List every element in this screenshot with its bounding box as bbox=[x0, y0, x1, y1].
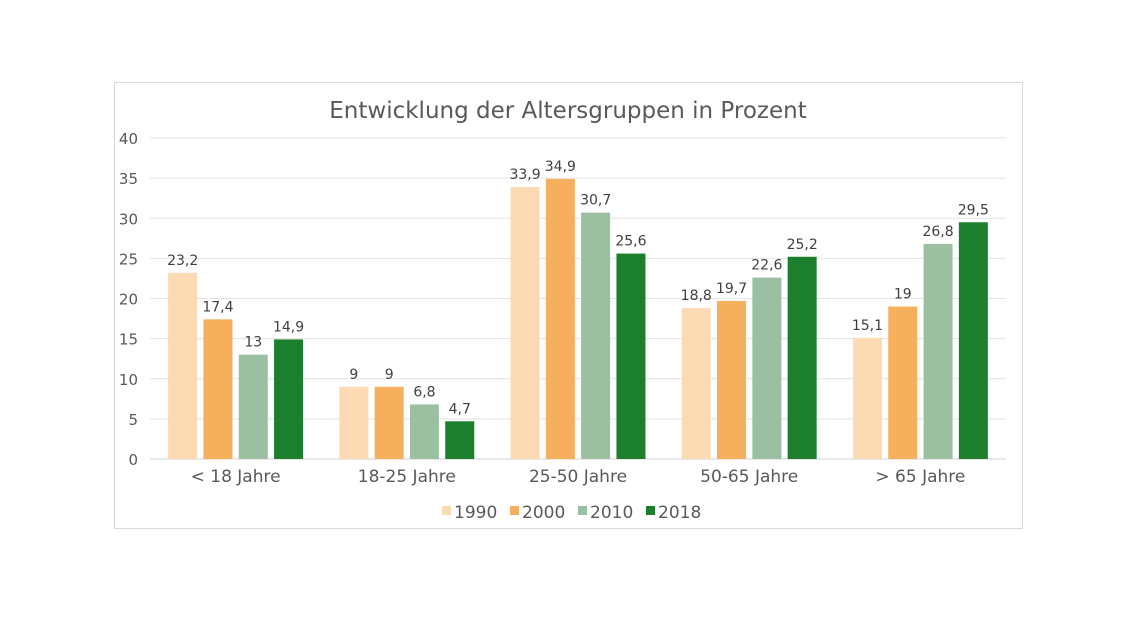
bar-2010 bbox=[238, 354, 268, 459]
y-tick-label: 30 bbox=[119, 210, 138, 228]
data-label: 29,5 bbox=[958, 202, 989, 218]
data-label: 19,7 bbox=[716, 281, 747, 297]
data-label: 25,2 bbox=[787, 237, 818, 253]
x-tick-label: > 65 Jahre bbox=[875, 467, 965, 487]
bar-2018 bbox=[616, 253, 646, 459]
bar-2018 bbox=[958, 222, 988, 459]
chart-title: Entwicklung der Altersgruppen in Prozent bbox=[329, 98, 806, 124]
data-label: 26,8 bbox=[922, 224, 953, 240]
bar-1990 bbox=[681, 308, 711, 459]
bar-2000 bbox=[374, 386, 404, 459]
x-tick-label: < 18 Jahre bbox=[191, 467, 281, 487]
data-label: 23,2 bbox=[167, 253, 198, 269]
bar-2010 bbox=[581, 212, 611, 459]
legend-label: 2010 bbox=[590, 503, 633, 523]
legend-swatch-1990 bbox=[442, 506, 451, 515]
bar-2000 bbox=[545, 178, 575, 460]
bar-1990 bbox=[510, 186, 540, 459]
x-tick-label: 25-50 Jahre bbox=[529, 467, 627, 487]
data-label: 9 bbox=[349, 367, 358, 383]
data-label: 6,8 bbox=[413, 384, 435, 400]
bar-2010 bbox=[923, 243, 953, 459]
data-label: 25,6 bbox=[615, 234, 646, 250]
y-tick-label: 5 bbox=[128, 411, 138, 429]
x-tick-label: 18-25 Jahre bbox=[358, 467, 456, 487]
data-label: 4,7 bbox=[449, 401, 471, 417]
chart-frame bbox=[114, 82, 1023, 529]
bar-2010 bbox=[752, 277, 782, 459]
bar-2010 bbox=[409, 404, 439, 459]
bar-2000 bbox=[203, 319, 233, 459]
bar-2000 bbox=[888, 306, 918, 459]
data-label: 22,6 bbox=[751, 258, 782, 274]
bar-1990 bbox=[852, 337, 882, 459]
data-label: 9 bbox=[385, 367, 394, 383]
legend-swatch-2010 bbox=[578, 506, 587, 515]
data-label: 34,9 bbox=[545, 159, 576, 175]
data-label: 30,7 bbox=[580, 193, 611, 209]
data-label: 33,9 bbox=[509, 167, 540, 183]
x-tick-label: 50-65 Jahre bbox=[700, 467, 798, 487]
y-tick-label: 25 bbox=[119, 250, 138, 268]
data-label: 19 bbox=[894, 287, 912, 303]
bar-2018 bbox=[274, 339, 304, 459]
legend-swatch-2018 bbox=[646, 506, 655, 515]
bar-2018 bbox=[787, 256, 817, 459]
legend-label: 2000 bbox=[522, 503, 565, 523]
legend-label: 2018 bbox=[658, 503, 701, 523]
legend-label: 1990 bbox=[454, 503, 497, 523]
legend-swatch-2000 bbox=[510, 506, 519, 515]
y-tick-label: 40 bbox=[119, 130, 138, 148]
y-tick-label: 0 bbox=[128, 451, 138, 469]
data-label: 14,9 bbox=[273, 319, 304, 335]
y-tick-label: 10 bbox=[119, 371, 138, 389]
data-label: 18,8 bbox=[681, 288, 712, 304]
data-label: 15,1 bbox=[852, 318, 883, 334]
bar-2018 bbox=[445, 421, 475, 459]
bar-1990 bbox=[168, 272, 198, 459]
bar-2000 bbox=[717, 300, 747, 459]
y-tick-label: 20 bbox=[119, 291, 138, 309]
y-tick-label: 15 bbox=[119, 331, 138, 349]
data-label: 13 bbox=[244, 335, 262, 351]
data-label: 17,4 bbox=[202, 299, 233, 315]
bar-1990 bbox=[339, 386, 369, 459]
y-tick-label: 35 bbox=[119, 170, 138, 188]
